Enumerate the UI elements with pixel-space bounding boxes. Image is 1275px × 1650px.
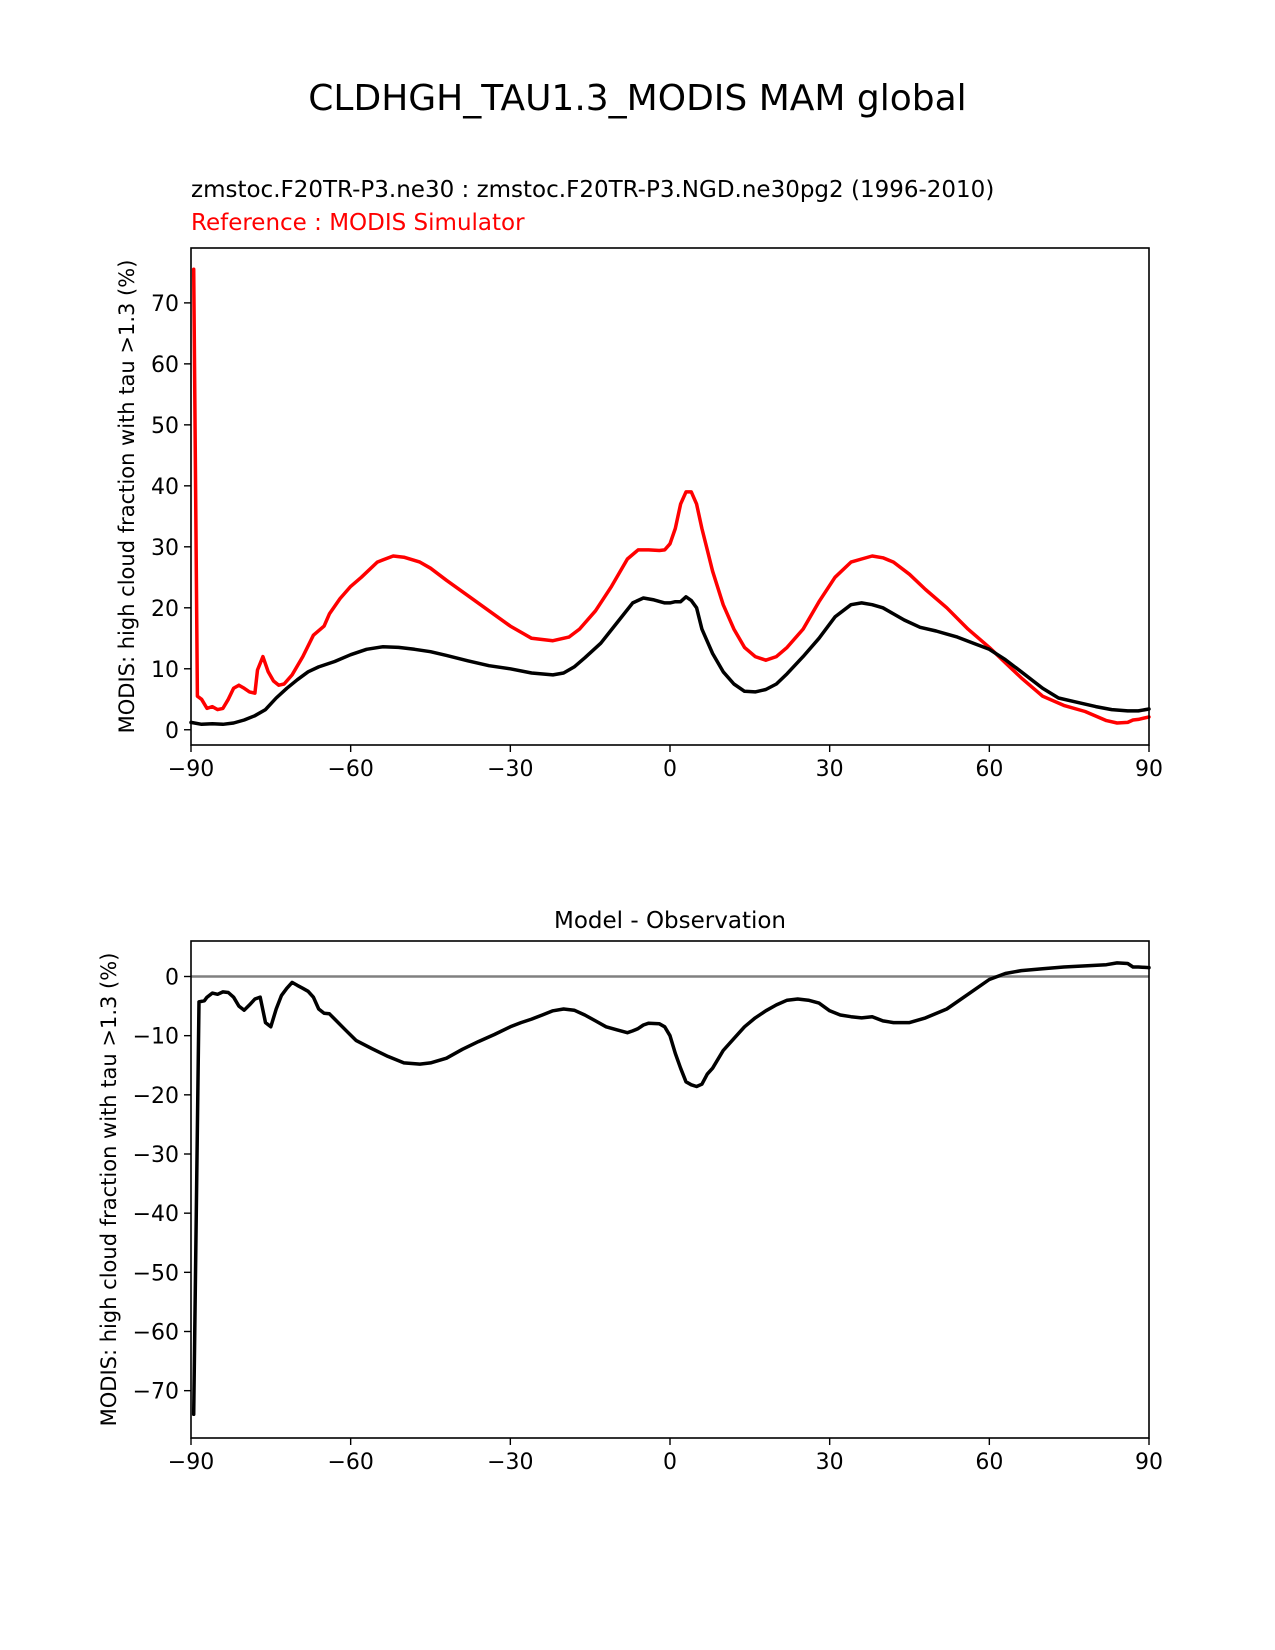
x-tick-label: 0 — [663, 757, 677, 782]
x-tick-label: −90 — [168, 757, 214, 782]
y-tick-label: 70 — [151, 292, 179, 317]
y-tick-label: 0 — [165, 719, 179, 744]
bottom-panel-frame — [190, 940, 1150, 1439]
bottom-panel-series — [191, 961, 1151, 1417]
y-tick-label: −40 — [133, 1202, 179, 1227]
x-tick-label: −30 — [487, 757, 533, 782]
top-panel-reference-title: Reference : MODIS Simulator — [191, 210, 525, 236]
top-panel-test-title: zmstoc.F20TR-P3.ne30 : zmstoc.F20TR-P3.N… — [191, 177, 994, 203]
model-series-line — [189, 595, 1151, 727]
y-tick-label: 20 — [151, 597, 179, 622]
top-panel-series — [189, 267, 1151, 727]
y-tick-label: −20 — [133, 1084, 179, 1109]
x-tick-label: 90 — [1135, 757, 1163, 782]
x-tick-label: −60 — [327, 1450, 373, 1475]
bottom-panel-ticks: −90 −60 −30 0 30 60 90 0 −10 −20 −30 −40 −50 −60 −70 — [133, 966, 1163, 1476]
y-tick-label: 0 — [165, 966, 179, 991]
x-tick-label: −90 — [168, 1450, 214, 1475]
top-panel-ticks: −90 −60 −30 0 30 60 90 0 10 20 30 40 50 60 70 — [151, 292, 1163, 782]
y-tick-label: −50 — [133, 1261, 179, 1286]
y-tick-label: −70 — [133, 1380, 179, 1405]
figure-suptitle: CLDHGH_TAU1.3_MODIS MAM global — [308, 78, 966, 119]
y-tick-label: 60 — [151, 353, 179, 378]
x-tick-label: 0 — [663, 1450, 677, 1475]
y-tick-label: 50 — [151, 414, 179, 439]
x-tick-label: −30 — [487, 1450, 533, 1475]
reference-series-line — [191, 267, 1151, 725]
difference-series-line — [191, 961, 1151, 1417]
x-tick-label: −60 — [327, 757, 373, 782]
y-tick-label: −30 — [133, 1143, 179, 1168]
x-tick-label: 30 — [816, 1450, 844, 1475]
y-tick-label: 30 — [151, 536, 179, 561]
x-tick-label: 60 — [975, 1450, 1003, 1475]
y-tick-label: −10 — [133, 1025, 179, 1050]
bottom-panel-title: Model - Observation — [554, 908, 786, 934]
y-tick-label: 40 — [151, 475, 179, 500]
top-panel: zmstoc.F20TR-P3.ne30 : zmstoc.F20TR-P3.N… — [115, 177, 1163, 782]
y-tick-label: −60 — [133, 1321, 179, 1346]
bottom-panel: Model - Observation −90 −60 −30 0 30 60 90 0 −10… — [97, 908, 1163, 1475]
x-tick-label: 90 — [1135, 1450, 1163, 1475]
top-panel-frame — [190, 247, 1150, 746]
y-tick-label: 10 — [151, 658, 179, 683]
top-panel-ylabel: MODIS: high cloud fraction with tau >1.3… — [115, 260, 139, 734]
bottom-panel-ylabel: MODIS: high cloud fraction with tau >1.3… — [97, 953, 121, 1427]
x-tick-label: 60 — [975, 757, 1003, 782]
x-tick-label: 30 — [816, 757, 844, 782]
